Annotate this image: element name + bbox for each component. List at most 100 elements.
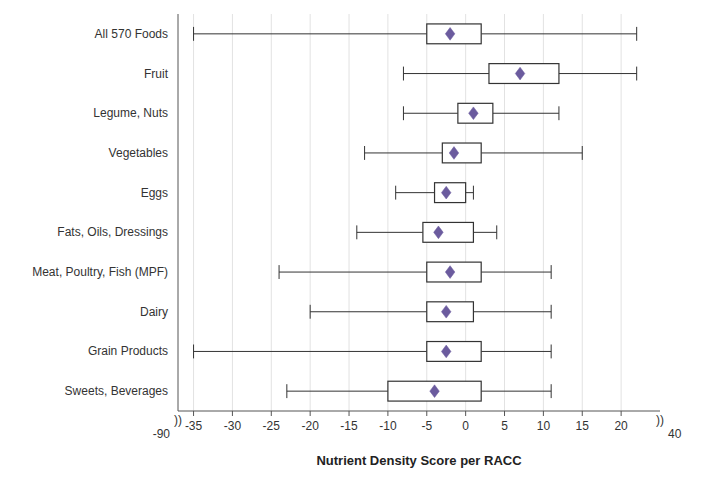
category-label: Eggs <box>141 186 168 200</box>
mean-marker <box>515 67 525 80</box>
box <box>388 381 481 401</box>
whisker-cap-min <box>356 225 357 239</box>
whisker-cap-min <box>364 146 365 160</box>
category-label: Meat, Poultry, Fish (MPF) <box>32 265 168 279</box>
grid-line <box>193 14 194 411</box>
whisker-high <box>481 272 551 273</box>
tick-label: -30 <box>224 419 242 433</box>
category-label: Grain Products <box>88 344 168 358</box>
category-label: Dairy <box>140 305 168 319</box>
whisker-cap-max <box>551 384 552 398</box>
x-axis-line <box>178 411 660 412</box>
y-axis-line <box>178 14 179 411</box>
whisker-cap-max <box>473 186 474 200</box>
tick-label: -20 <box>301 419 319 433</box>
chart: -35-30-25-20-15-10-505101520All 570 Food… <box>0 0 702 483</box>
category-label: Sweets, Beverages <box>65 384 168 398</box>
annotation: 40 <box>668 427 682 441</box>
box <box>435 183 466 203</box>
whisker-low <box>396 192 435 193</box>
whisker-high <box>481 351 551 352</box>
whisker-cap-max <box>496 225 497 239</box>
whisker-high <box>466 192 474 193</box>
tick-mark <box>349 411 350 416</box>
annotation: )) <box>656 413 664 427</box>
whisker-cap-min <box>279 265 280 279</box>
box-group <box>357 222 497 242</box>
whisker-high <box>473 311 551 312</box>
category-label: Fats, Oils, Dressings <box>57 225 168 239</box>
mean-marker <box>430 385 440 398</box>
whisker-cap-min <box>403 67 404 81</box>
category-label: Legume, Nuts <box>93 106 168 120</box>
box <box>458 103 493 123</box>
whisker-low <box>365 152 443 153</box>
whisker-high <box>481 152 582 153</box>
whisker-low <box>287 391 388 392</box>
whisker-low <box>357 232 423 233</box>
box <box>423 222 474 242</box>
whisker-high <box>493 113 559 114</box>
category-label: Vegetables <box>109 146 168 160</box>
box-group <box>279 262 551 282</box>
whisker-high <box>473 232 496 233</box>
whisker-high <box>559 73 637 74</box>
mean-marker <box>441 305 451 318</box>
whisker-cap-min <box>286 384 287 398</box>
whisker-cap-max <box>551 265 552 279</box>
whisker-low <box>279 272 427 273</box>
x-axis-title: Nutrient Density Score per RACC <box>316 453 522 468</box>
box-group <box>194 342 552 362</box>
tick-label: -35 <box>185 419 203 433</box>
tick-mark <box>232 411 233 416</box>
whisker-high <box>481 33 636 34</box>
category-label: Fruit <box>144 67 169 81</box>
whisker-low <box>403 113 457 114</box>
annotations: ))))-9040 <box>153 413 682 441</box>
tick-label: 10 <box>537 419 551 433</box>
whisker-cap-max <box>636 27 637 41</box>
box <box>427 262 481 282</box>
tick-mark <box>465 411 466 416</box>
whisker-low <box>310 311 427 312</box>
box <box>489 64 559 84</box>
tick-mark <box>582 411 583 416</box>
mean-marker <box>441 345 451 358</box>
mean-marker <box>445 266 455 279</box>
box-group <box>194 24 637 44</box>
tick-mark <box>621 411 622 416</box>
whisker-cap-max <box>582 146 583 160</box>
mean-marker <box>441 186 451 199</box>
whisker-high <box>481 391 551 392</box>
tick-label: 5 <box>501 419 508 433</box>
annotation: )) <box>174 413 182 427</box>
tick-label: -5 <box>421 419 432 433</box>
mean-marker <box>449 147 459 160</box>
tick-mark <box>271 411 272 416</box>
box-group <box>310 302 551 322</box>
whisker-cap-min <box>403 106 404 120</box>
whisker-cap-min <box>310 305 311 319</box>
mean-marker <box>445 27 455 40</box>
mean-marker <box>469 107 479 120</box>
box <box>427 302 474 322</box>
box-group <box>365 143 583 163</box>
box-group <box>396 183 474 203</box>
box <box>427 24 481 44</box>
mean-marker <box>434 226 444 239</box>
tick-label: 15 <box>576 419 590 433</box>
annotation: -90 <box>153 427 171 441</box>
whisker-low <box>194 33 427 34</box>
tick-mark <box>310 411 311 416</box>
category-label: All 570 Foods <box>95 27 168 41</box>
whisker-cap-min <box>193 345 194 359</box>
boxes <box>194 24 637 401</box>
box-group <box>403 103 558 123</box>
box-group <box>287 381 551 401</box>
tick-label: -25 <box>263 419 281 433</box>
tick-mark <box>543 411 544 416</box>
whisker-cap-max <box>551 345 552 359</box>
box-group <box>403 64 636 84</box>
whisker-cap-max <box>558 106 559 120</box>
tick-label: -10 <box>379 419 397 433</box>
